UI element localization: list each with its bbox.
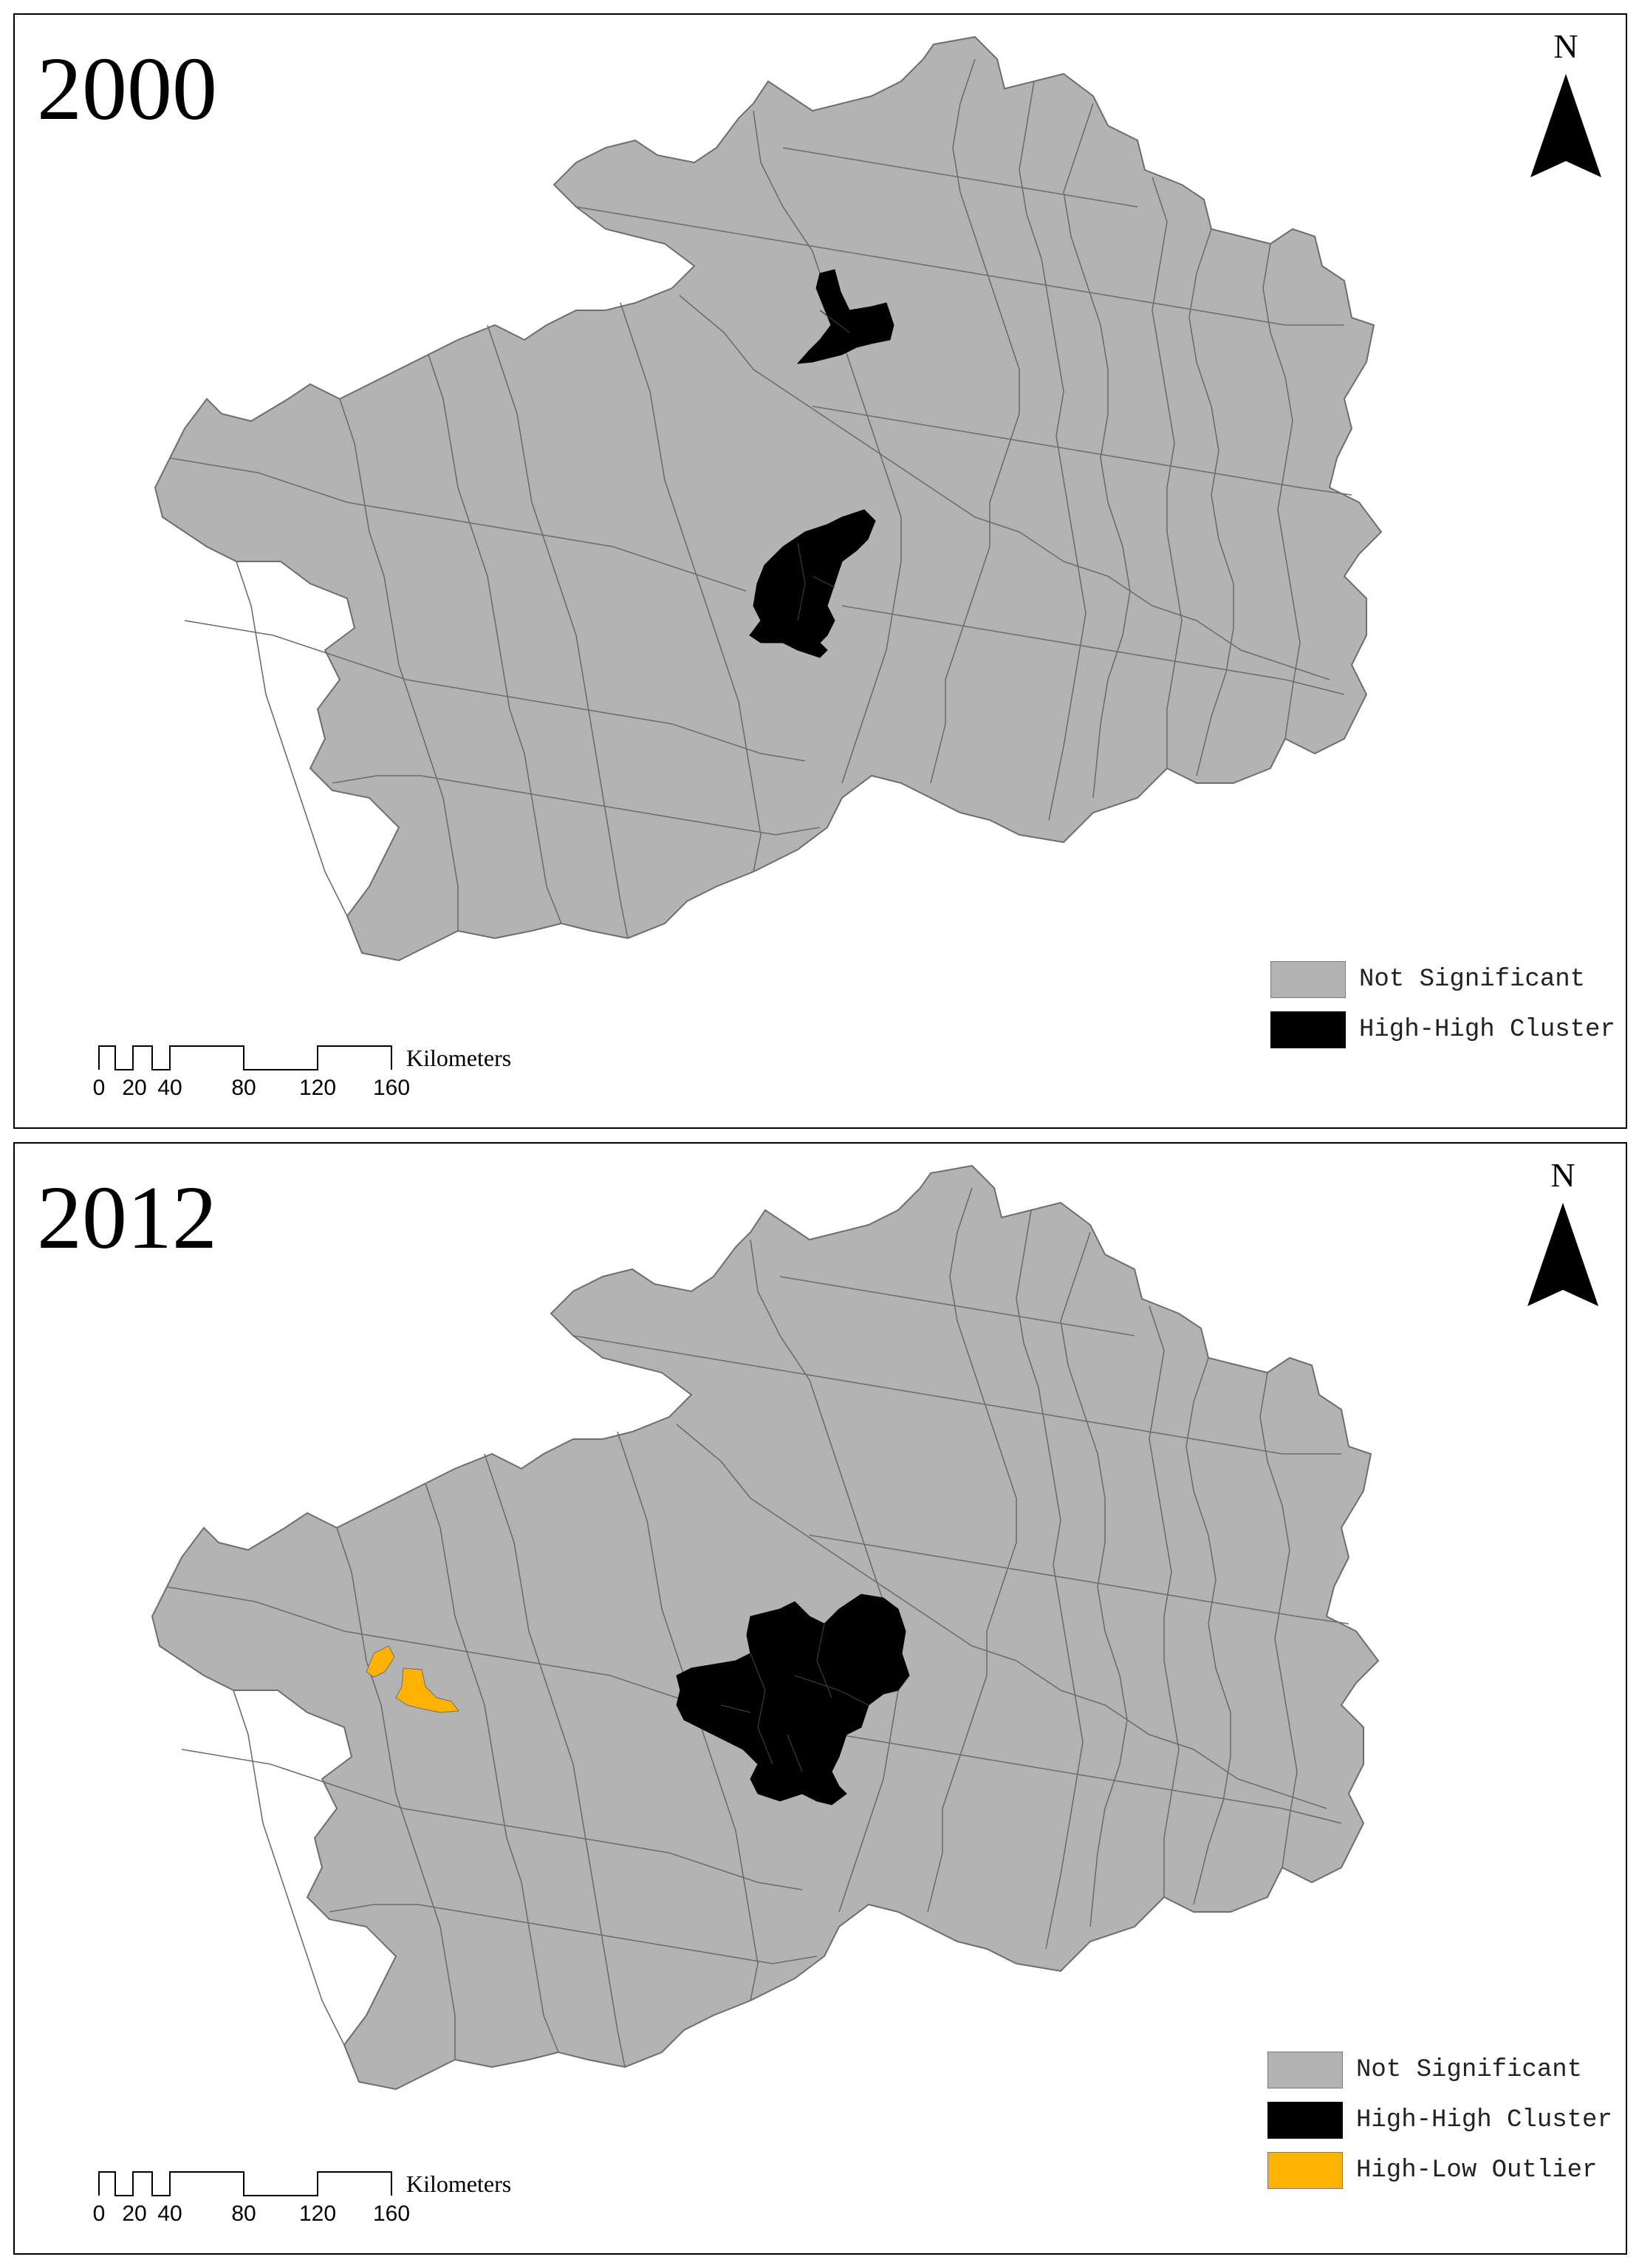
legend-swatch-high-low bbox=[1267, 2152, 1343, 2189]
scale-bar-2000: 0 20 40 80 120 160 Kilometers bbox=[93, 1042, 570, 1108]
legend-label: Not Significant bbox=[1359, 966, 1586, 994]
north-arrow: N bbox=[1522, 30, 1610, 192]
scale-bar-graphic bbox=[98, 1045, 392, 1070]
scale-tick: 120 bbox=[298, 1076, 337, 1100]
legend-swatch-high-high bbox=[1270, 1011, 1346, 1048]
lisa-map-2000 bbox=[154, 36, 1382, 961]
high-low-outlier-1 bbox=[366, 1645, 395, 1678]
scale-tick: 120 bbox=[298, 2202, 337, 2226]
legend-label: High-High Cluster bbox=[1359, 1016, 1615, 1044]
legend-label: High-Low Outlier bbox=[1356, 2156, 1598, 2185]
north-arrow-icon bbox=[1527, 1203, 1598, 1306]
scale-unit: Kilometers bbox=[406, 1045, 512, 1071]
scale-tick: 20 bbox=[122, 2202, 147, 2226]
province-region-not-significant bbox=[154, 36, 1382, 961]
legend-item-high-low: High-Low Outlier bbox=[1267, 2150, 1597, 2191]
legend-swatch-not-significant bbox=[1270, 961, 1346, 998]
lisa-map-2012 bbox=[151, 1165, 1379, 2090]
legend-item-not-significant: Not Significant bbox=[1270, 959, 1585, 1000]
north-arrow: N bbox=[1519, 1158, 1607, 1321]
scale-tick: 40 bbox=[157, 2202, 182, 2226]
map-panel-2012: 2012 N Not Significant bbox=[13, 1142, 1627, 2255]
high-high-cluster-north bbox=[796, 269, 894, 364]
legend-swatch-high-high bbox=[1267, 2102, 1343, 2139]
cluster-internal-boundaries bbox=[720, 1623, 869, 1772]
legend-label: Not Significant bbox=[1356, 2056, 1583, 2084]
scale-tick: 160 bbox=[372, 1076, 411, 1100]
scale-tick: 0 bbox=[92, 1076, 106, 1100]
legend-item-high-high: High-High Cluster bbox=[1267, 2100, 1612, 2141]
high-high-cluster-central bbox=[676, 1594, 910, 1806]
map-panel-2000: 2000 N Not Significant High-High Cluster bbox=[13, 13, 1627, 1129]
scale-tick: 0 bbox=[92, 2202, 106, 2226]
cluster-internal-boundaries bbox=[797, 310, 850, 621]
legend-swatch-not-significant bbox=[1267, 2052, 1343, 2088]
scale-tick: 80 bbox=[231, 2202, 256, 2226]
north-label: N bbox=[1550, 1156, 1575, 1194]
scale-bar-2012: 0 20 40 80 120 160 Kilometers bbox=[93, 2168, 570, 2234]
scale-tick: 80 bbox=[231, 1076, 256, 1100]
north-label: N bbox=[1553, 27, 1578, 65]
legend-item-high-high: High-High Cluster bbox=[1270, 1009, 1615, 1051]
high-high-cluster-central bbox=[749, 509, 876, 658]
scale-unit: Kilometers bbox=[406, 2170, 512, 2197]
panel-year-title: 2000 bbox=[37, 39, 217, 139]
legend-item-not-significant: Not Significant bbox=[1267, 2049, 1582, 2091]
scale-tick: 40 bbox=[157, 1076, 182, 1100]
scale-tick: 20 bbox=[122, 1076, 147, 1100]
legend-label: High-High Cluster bbox=[1356, 2106, 1612, 2134]
high-low-outlier-2 bbox=[395, 1667, 459, 1713]
panel-year-title: 2012 bbox=[37, 1168, 217, 1268]
north-arrow-icon bbox=[1530, 74, 1601, 177]
scale-bar-graphic bbox=[98, 2171, 392, 2196]
scale-tick: 160 bbox=[372, 2202, 411, 2226]
